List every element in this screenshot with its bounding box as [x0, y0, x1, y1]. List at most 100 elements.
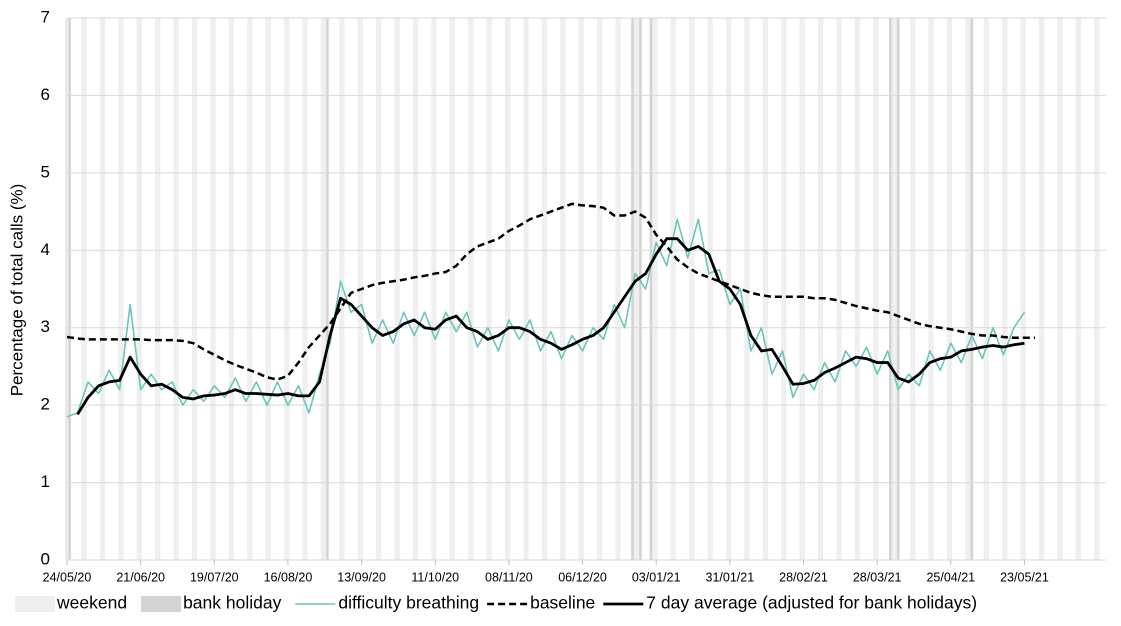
- weekend-band: [526, 18, 529, 560]
- weekend-band: [265, 18, 269, 560]
- legend-label: baseline: [530, 593, 595, 613]
- weekend-band: [394, 18, 398, 560]
- weekend-band: [894, 18, 897, 560]
- weekend-band: [136, 18, 140, 560]
- weekend-band: [544, 18, 548, 560]
- weekend-band: [781, 18, 784, 560]
- weekend-band: [339, 18, 342, 560]
- weekend-band: [486, 18, 490, 560]
- weekend-band: [652, 18, 655, 560]
- weekend-band: [523, 18, 527, 560]
- weekend-band: [636, 18, 640, 560]
- y-tick-label: 3: [41, 317, 50, 336]
- weekend-band: [139, 18, 142, 560]
- weekend-band: [247, 18, 250, 560]
- weekend-band: [949, 18, 953, 560]
- weekend-band: [102, 18, 106, 560]
- weekend-band: [673, 18, 676, 560]
- weekend-band: [173, 18, 177, 560]
- bank-holiday-band: [970, 18, 974, 560]
- y-tick-label: 1: [41, 472, 50, 491]
- grid-layer: [67, 17, 1106, 484]
- y-axis-label: Percentage of total calls (%): [7, 184, 26, 397]
- series-line: [76, 237, 1025, 416]
- weekend-band: [286, 18, 290, 560]
- x-tick-label: 03/01/21: [632, 570, 681, 584]
- weekend-band: [1075, 18, 1079, 560]
- weekend-band: [986, 18, 989, 560]
- bank-holiday-band: [68, 18, 71, 560]
- weekend-band: [507, 18, 511, 560]
- weekend-band: [1078, 18, 1082, 560]
- weekend-band: [965, 18, 968, 560]
- weekend-band: [305, 18, 308, 560]
- weekend-band: [931, 18, 934, 560]
- weekend-band: [581, 18, 584, 560]
- legend-swatch: [15, 596, 55, 612]
- weekend-band: [783, 18, 787, 560]
- series-line: [66, 202, 1035, 381]
- bank-holiday-band: [326, 18, 329, 560]
- weekend-band: [912, 18, 916, 560]
- legend-label: 7 day average (adjusted for bank holiday…: [646, 593, 977, 613]
- weekend-band: [176, 18, 179, 560]
- bank-holiday-band: [639, 18, 642, 560]
- legend-label: difficulty breathing: [338, 593, 479, 613]
- weekend-band: [691, 18, 695, 560]
- axes-layer: 0 1 2 3 4 5 6 7 24/05/20 21/06/20 19/07/20 16/08/20…: [41, 7, 1106, 584]
- weekend-band: [967, 18, 971, 560]
- weekend-band: [1057, 18, 1060, 560]
- weekend-band: [618, 18, 621, 560]
- weekend-band: [155, 18, 158, 560]
- bank-holiday-band: [649, 18, 653, 560]
- shading-layer: [65, 18, 1100, 560]
- weekend-band: [654, 18, 658, 560]
- weekend-band: [744, 18, 747, 560]
- weekend-band: [249, 18, 253, 560]
- weekend-band: [157, 18, 161, 560]
- x-tick-label: 28/02/21: [779, 570, 828, 584]
- weekend-band: [376, 18, 379, 560]
- weekend-band: [268, 18, 271, 560]
- weekend-band: [836, 18, 840, 560]
- weekend-band: [320, 18, 324, 560]
- weekend-band: [99, 18, 103, 560]
- weekend-band: [762, 18, 766, 560]
- weekend-band: [891, 18, 895, 560]
- weekend-band: [928, 18, 932, 560]
- weekend-band: [910, 18, 913, 560]
- weekend-band: [323, 18, 327, 560]
- weekend-band: [1020, 18, 1024, 560]
- weekend-band: [468, 18, 471, 560]
- weekend-band: [857, 18, 861, 560]
- x-tick-label: 16/08/20: [264, 570, 313, 584]
- weekend-band: [449, 18, 453, 560]
- weekend-band: [946, 18, 950, 560]
- x-tick-label: 08/11/20: [485, 570, 533, 584]
- weekend-band: [194, 18, 198, 560]
- weekend-band: [1038, 18, 1042, 560]
- weekend-band: [1004, 18, 1008, 560]
- weekend-band: [1094, 18, 1097, 560]
- weekend-band: [746, 18, 750, 560]
- weekend-band: [562, 18, 566, 560]
- x-tick-label: 11/10/20: [411, 570, 459, 584]
- weekend-band: [802, 18, 805, 560]
- weekend-band: [1023, 18, 1026, 560]
- x-tick-label: 13/09/20: [337, 570, 386, 584]
- y-tick-label: 0: [41, 549, 50, 568]
- weekend-band: [1002, 18, 1005, 560]
- weekend-band: [707, 18, 711, 560]
- legend-swatch: [141, 596, 182, 612]
- weekend-band: [1096, 18, 1100, 560]
- weekend-band: [378, 18, 382, 560]
- weekend-band: [578, 18, 582, 560]
- weekend-band: [710, 18, 713, 560]
- x-tick-label: 23/05/21: [1000, 570, 1049, 584]
- y-tick-label: 6: [41, 85, 50, 104]
- weekend-band: [983, 18, 987, 560]
- x-tick-label: 24/05/20: [43, 570, 92, 584]
- bank-holiday-band: [896, 18, 900, 560]
- weekend-band: [873, 18, 876, 560]
